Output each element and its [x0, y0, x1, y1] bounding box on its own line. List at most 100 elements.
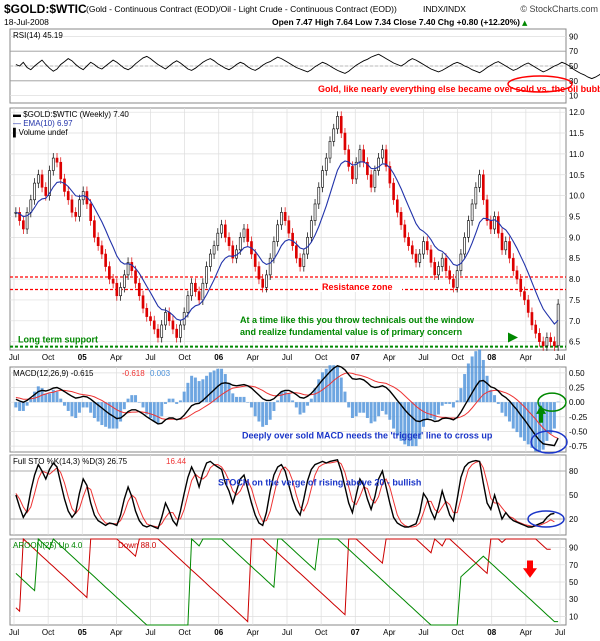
macd-histogram-bar	[407, 402, 411, 447]
chart-exchange: INDX/INDX	[423, 4, 466, 14]
macd-histogram-bar	[384, 402, 388, 415]
macd-histogram-bar	[163, 402, 167, 404]
macd-histogram-bar	[455, 400, 459, 403]
macd-histogram-bar	[242, 396, 246, 403]
macd-histogram-bar	[291, 400, 295, 403]
candle-body	[358, 149, 362, 163]
macd-histogram-bar	[152, 402, 156, 422]
macd-histogram-bar	[212, 370, 216, 403]
macd-histogram-bar	[85, 402, 89, 408]
x-axis-label-bottom: Apr	[110, 628, 123, 637]
ema-line	[15, 160, 559, 325]
macd-histogram-bar	[500, 402, 504, 413]
macd-histogram-bar	[18, 402, 22, 411]
candle-body	[145, 307, 149, 317]
candle-body	[504, 241, 508, 251]
sto-highlight	[527, 510, 565, 528]
candle-body	[212, 245, 216, 255]
x-axis-label-bottom: Oct	[451, 628, 464, 637]
rsi-tick-label: 90	[569, 32, 578, 41]
macd-histogram-bar	[62, 402, 66, 406]
macd-signal-line	[15, 372, 559, 439]
sto-tick-label: 20	[569, 515, 578, 524]
price-legend-volume: ▌Volume undef	[13, 127, 68, 138]
candle-body	[48, 170, 51, 196]
macd-histogram-bar	[231, 393, 235, 403]
macd-histogram-bar	[294, 402, 298, 408]
macd-tick-label: -0.75	[569, 442, 588, 451]
macd-histogram-bar	[403, 402, 407, 445]
candle-body	[467, 220, 470, 238]
x-axis-label-bottom: Jul	[282, 628, 292, 637]
macd-histogram-bar	[205, 375, 209, 403]
candle-body	[227, 237, 231, 246]
candle-body	[66, 191, 70, 201]
candle-body	[384, 149, 388, 167]
candle-body	[186, 295, 190, 313]
candle-body	[55, 157, 59, 163]
x-axis-label-bottom: 06	[214, 628, 223, 637]
candle-body	[160, 324, 164, 338]
x-axis-label: Apr	[383, 353, 396, 362]
macd-histogram-bar	[272, 402, 276, 411]
candle-body	[44, 186, 48, 196]
macd-histogram-bar	[365, 402, 369, 418]
macd-histogram-bar	[463, 374, 467, 403]
x-axis-label: 05	[78, 353, 87, 362]
macd-line	[15, 365, 559, 447]
x-axis-label-bottom: Jul	[555, 628, 565, 637]
candle-body	[33, 182, 36, 201]
price-tick-label: 11.0	[569, 150, 585, 159]
macd-tick-label: -0.50	[569, 427, 588, 436]
candle-body	[22, 220, 25, 230]
macd-histogram-bar	[107, 402, 111, 429]
candle-body	[351, 166, 354, 180]
candle-body	[223, 224, 227, 238]
price-panel: 6.5 7.0 7.5 8.0 8.5 9.0 9.5 10.0 10.5 11.0 11.5 12.…	[9, 107, 585, 362]
candle-body	[257, 266, 261, 280]
candle-body	[381, 149, 384, 159]
macd-histogram-bar	[422, 402, 425, 427]
down-arrow-icon	[523, 560, 537, 578]
x-axis-label: Oct	[42, 353, 55, 362]
candle-body	[343, 132, 347, 151]
aroon-tick-label: 70	[569, 561, 578, 570]
macd-histogram-bar	[298, 402, 302, 415]
macd-histogram-bar	[377, 402, 381, 417]
candle-body	[242, 228, 246, 238]
macd-histogram-bar	[321, 372, 325, 403]
candle-body	[508, 241, 511, 259]
macd-histogram-bar	[190, 375, 194, 403]
macd-histogram-bar	[433, 402, 437, 420]
candle-body	[549, 337, 552, 342]
candle-body	[216, 232, 220, 246]
candle-body	[377, 157, 380, 171]
candle-body	[362, 149, 365, 163]
macd-histogram-bar	[21, 402, 25, 411]
macd-histogram-bar	[287, 393, 291, 403]
macd-histogram-bar	[556, 401, 560, 403]
price-tick-label: 8.0	[569, 275, 581, 284]
macd-histogram-bar	[89, 402, 93, 413]
candle-body	[523, 291, 526, 301]
macd-histogram-bar	[201, 379, 205, 403]
macd-histogram-bar	[530, 402, 534, 448]
candle-body	[197, 291, 201, 301]
macd-tick-label: 0.00	[569, 398, 585, 407]
candle-body	[74, 212, 78, 217]
macd-histogram-bar	[257, 402, 261, 422]
macd-histogram-bar	[81, 402, 85, 408]
resistance-label-bg	[318, 279, 402, 292]
macd-histogram-bar	[70, 402, 74, 417]
macd-histogram-bar	[496, 402, 500, 404]
aroon-legend-down: Down 88.0	[118, 541, 157, 550]
macd-histogram-bar	[313, 388, 317, 403]
x-axis-label-bottom: Jul	[418, 628, 428, 637]
macd-histogram-bar	[343, 391, 347, 403]
macd-histogram-bar	[104, 402, 108, 427]
x-axis-label: Apr	[110, 353, 123, 362]
macd-histogram-bar	[392, 402, 396, 429]
macd-histogram-bar	[227, 382, 231, 403]
macd-histogram-bar	[175, 402, 179, 404]
macd-histogram-bar	[399, 402, 403, 441]
